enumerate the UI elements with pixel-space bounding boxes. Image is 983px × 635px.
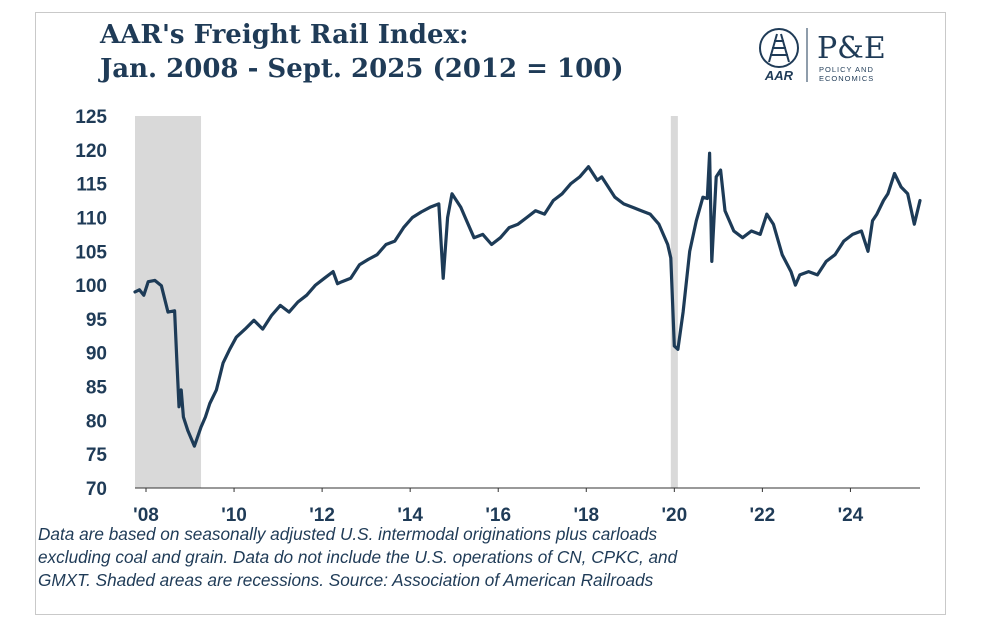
chart-title-line-1: AAR's Freight Rail Index: bbox=[100, 20, 469, 50]
y-tick-label: 120 bbox=[75, 141, 107, 162]
x-tick-label: '22 bbox=[750, 505, 776, 526]
x-tick-label: '18 bbox=[573, 505, 599, 526]
x-axis-ticks: '08 '10 '12 '14 '16 '18 '20 '22 '24 bbox=[133, 488, 864, 526]
y-tick-label: 100 bbox=[75, 276, 107, 297]
y-tick-label: 80 bbox=[86, 411, 107, 432]
y-tick-label: 85 bbox=[86, 378, 108, 399]
chart-title: AAR's Freight Rail Index: Jan. 2008 - Se… bbox=[100, 18, 624, 86]
series-line-1 bbox=[133, 151, 922, 448]
source-footnote: Data are based on seasonally adjusted U.… bbox=[38, 523, 898, 592]
pe-logo-text: P&E bbox=[817, 31, 886, 66]
y-axis-ticks: 70 75 80 85 90 95 100 105 110 115 120 125 bbox=[75, 107, 107, 500]
footnote-line-1: Data are based on seasonally adjusted U.… bbox=[38, 524, 658, 544]
x-tick-label: '24 bbox=[838, 505, 864, 526]
railroad-track-icon bbox=[759, 28, 799, 68]
pe-logo-subtitle-1: POLICY AND bbox=[819, 65, 874, 74]
chart-title-line-2: Jan. 2008 - Sept. 2025 (2012 = 100) bbox=[100, 54, 624, 84]
recession-band-2 bbox=[670, 116, 678, 488]
x-tick-label: '14 bbox=[397, 505, 423, 526]
y-tick-label: 105 bbox=[75, 242, 107, 263]
recession-band-1 bbox=[135, 116, 202, 488]
aar-logo-text: AAR bbox=[764, 68, 794, 83]
series-layer bbox=[133, 151, 922, 448]
y-tick-label: 75 bbox=[86, 445, 108, 466]
footnote-line-2: excluding coal and grain. Data do not in… bbox=[38, 547, 678, 567]
y-tick-label: 95 bbox=[86, 310, 108, 331]
x-tick-label: '12 bbox=[309, 505, 335, 526]
x-tick-label: '16 bbox=[485, 505, 511, 526]
x-tick-label: '20 bbox=[662, 505, 688, 526]
pe-logo-subtitle-2: ECONOMICS bbox=[819, 74, 874, 83]
recession-layer bbox=[135, 116, 678, 488]
y-tick-label: 110 bbox=[76, 208, 107, 229]
y-tick-label: 125 bbox=[75, 107, 107, 128]
y-tick-label: 70 bbox=[86, 479, 107, 500]
aar-pe-logo: AAR P&E POLICY AND ECONOMICS bbox=[759, 28, 886, 83]
footnote-line-3: GMXT. Shaded areas are recessions. Sourc… bbox=[38, 570, 654, 590]
x-tick-label: '10 bbox=[221, 505, 247, 526]
x-tick-label: '08 bbox=[133, 505, 159, 526]
y-tick-label: 90 bbox=[86, 344, 107, 365]
y-tick-label: 115 bbox=[76, 175, 107, 196]
